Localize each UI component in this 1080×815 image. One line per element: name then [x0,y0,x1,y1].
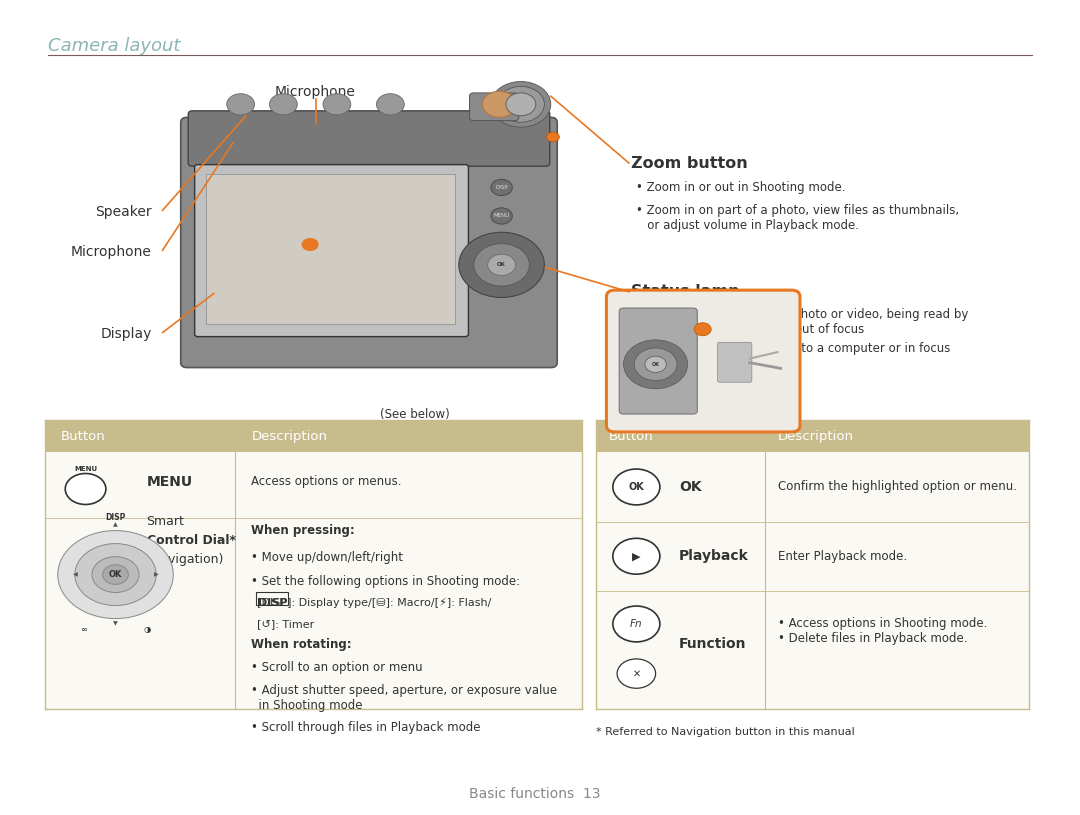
Text: Playback: Playback [679,549,748,563]
Circle shape [323,94,351,115]
Text: OK: OK [629,482,645,492]
Text: Smart: Smart [147,515,185,528]
Text: ▼: ▼ [113,622,118,627]
Circle shape [483,91,516,117]
Circle shape [612,606,660,642]
Circle shape [491,208,512,224]
Text: ◑: ◑ [144,624,151,634]
FancyBboxPatch shape [194,165,469,337]
Circle shape [57,531,173,619]
Text: Display: Display [100,327,152,341]
Circle shape [497,86,544,122]
Text: • Zoom in on part of a photo, view files as thumbnails,
   or adjust volume in P: • Zoom in on part of a photo, view files… [636,204,959,231]
Bar [206,174,455,324]
Circle shape [634,348,677,381]
Text: MENU: MENU [147,474,192,489]
Circle shape [694,323,712,336]
Text: Blinking: Blinking [644,308,698,321]
Text: Status lamp: Status lamp [631,284,740,299]
Text: OK: OK [651,362,660,367]
Text: Button: Button [608,430,653,443]
Bar [256,592,287,605]
Text: (See below): (See below) [380,408,450,421]
Text: MENU: MENU [494,214,510,218]
Circle shape [301,238,319,251]
Text: DISP: DISP [496,185,508,190]
Text: ▶: ▶ [632,551,640,562]
Text: • Scroll through files in Playback mode: • Scroll through files in Playback mode [252,721,481,734]
FancyBboxPatch shape [470,93,518,121]
Bar [45,420,582,452]
Text: Microphone: Microphone [71,244,152,259]
Circle shape [505,93,536,116]
Bar [596,420,1029,709]
FancyBboxPatch shape [606,290,800,432]
Circle shape [270,94,297,115]
Text: [↺]: Timer: [↺]: Timer [257,619,314,629]
Circle shape [612,539,660,575]
Text: Steady: Steady [644,342,690,355]
Text: DISP: DISP [106,513,125,522]
Circle shape [617,659,656,688]
FancyBboxPatch shape [717,342,752,382]
Text: Control Dial*: Control Dial* [147,534,235,547]
Text: • Adjust shutter speed, aperture, or exposure value
  in Shooting mode: • Adjust shutter speed, aperture, or exp… [252,684,557,711]
Text: [DISP]: Display type/[⛁]: Macro/[⚡]: Flash/: [DISP]: Display type/[⛁]: Macro/[⚡]: Fla… [257,598,491,609]
Text: OK: OK [497,262,507,267]
Text: Access options or menus.: Access options or menus. [252,475,402,488]
Text: ✕: ✕ [632,668,640,679]
Text: ▶: ▶ [153,572,159,577]
Text: ∞: ∞ [80,624,86,634]
Text: When rotating:: When rotating: [252,638,352,651]
Text: • Steady: When connecting to a computer or in focus: • Steady: When connecting to a computer … [636,342,950,355]
Text: Confirm the highlighted option or menu.: Confirm the highlighted option or menu. [778,481,1016,493]
Text: MENU: MENU [75,465,97,472]
Text: Zoom button: Zoom button [631,156,747,170]
Circle shape [474,244,529,286]
Text: Description: Description [252,430,327,443]
Bar [45,420,582,709]
FancyBboxPatch shape [188,111,550,166]
Text: • Zoom in or out in Shooting mode.: • Zoom in or out in Shooting mode. [636,181,846,194]
Text: OK: OK [109,570,122,579]
Text: Fn: Fn [630,619,643,629]
Text: Basic functions  13: Basic functions 13 [469,786,600,801]
Text: ◀: ◀ [72,572,78,577]
Circle shape [645,356,666,372]
Text: • Scroll to an option or menu: • Scroll to an option or menu [252,661,423,674]
Text: ▲: ▲ [113,522,118,527]
Circle shape [103,565,129,584]
FancyBboxPatch shape [619,308,698,414]
Text: • Access options in Shooting mode.
• Delete files in Playback mode.: • Access options in Shooting mode. • Del… [778,617,987,645]
FancyBboxPatch shape [180,117,557,368]
Text: • Blinking: When saving a photo or video, being read by
  a computer or printer,: • Blinking: When saving a photo or video… [636,308,969,336]
Text: Microphone: Microphone [275,86,356,99]
Text: (Navigation): (Navigation) [147,553,224,566]
Circle shape [491,179,512,196]
Text: Speaker: Speaker [95,205,152,219]
Circle shape [75,544,157,606]
Circle shape [488,254,515,275]
Text: DISP: DISP [258,598,287,608]
Circle shape [459,232,544,297]
Circle shape [491,82,551,127]
Text: OK: OK [679,480,702,494]
Circle shape [65,474,106,504]
Circle shape [92,557,139,593]
Text: Description: Description [778,430,853,443]
Text: Camera layout: Camera layout [49,37,180,55]
Text: • Set the following options in Shooting mode:: • Set the following options in Shooting … [252,575,521,588]
Text: • Move up/down/left/right: • Move up/down/left/right [252,551,403,564]
Circle shape [623,340,688,389]
Circle shape [612,469,660,505]
Circle shape [546,132,559,142]
Text: * Referred to Navigation button in this manual: * Referred to Navigation button in this … [596,727,854,737]
Bar [596,420,1029,452]
Text: Function: Function [679,637,746,651]
Circle shape [227,94,255,115]
Text: When pressing:: When pressing: [252,524,355,537]
Circle shape [377,94,404,115]
Text: Enter Playback mode.: Enter Playback mode. [778,550,906,562]
Text: Button: Button [60,430,106,443]
